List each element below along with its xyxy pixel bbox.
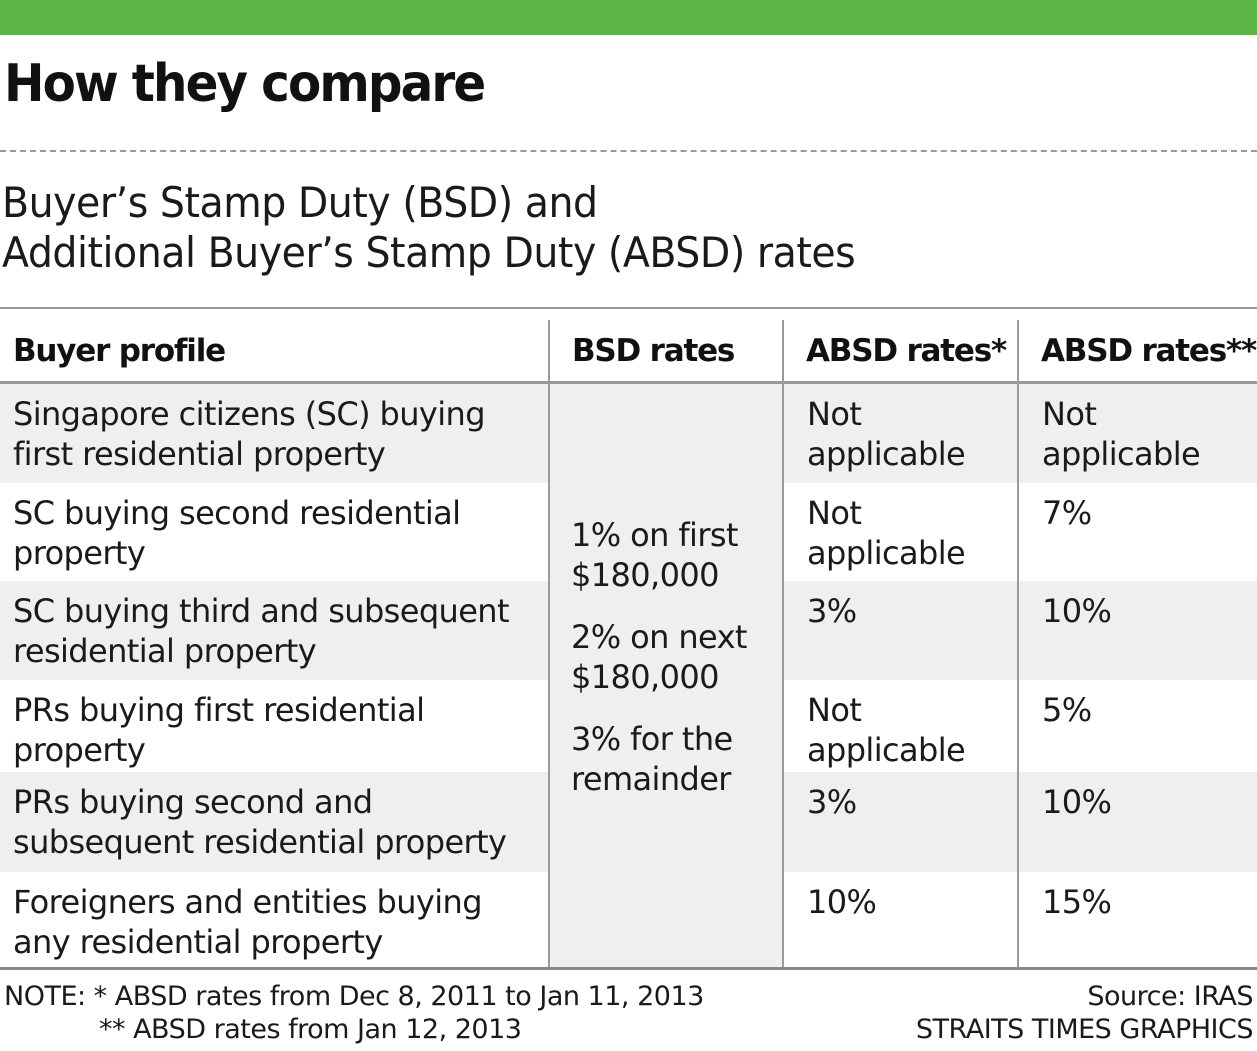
bsd-rates-cell: 1% on first $180,000 2% on next $180,000 3… <box>571 515 747 821</box>
source-label: Source: IRAS <box>1087 981 1253 1012</box>
table-bottom-rule <box>0 967 1257 970</box>
table-row: SC buying second residential property Not… <box>0 483 1257 581</box>
subtitle-line-2: Additional Buyer’s Stamp Duty (ABSD) rat… <box>2 228 856 277</box>
buyer-profile-cell: Singapore citizens (SC) buying first resi… <box>13 395 486 473</box>
column-divider <box>782 320 784 970</box>
column-divider <box>1017 320 1019 970</box>
column-header-buyer-profile: Buyer profile <box>13 333 226 369</box>
accent-bar <box>0 0 1257 35</box>
column-header-absd-rates-2011: ABSD rates* <box>806 333 1007 369</box>
table-top-rule <box>0 307 1257 309</box>
absd-2011-cell: 10% <box>807 883 877 921</box>
graphics-credit: STRAITS TIMES GRAPHICS <box>915 1014 1254 1045</box>
absd-2013-cell: 10% <box>1042 783 1112 821</box>
header-rule <box>0 381 1257 384</box>
bsd-rate-tier-1: 1% on first $180,000 <box>571 516 739 594</box>
footnote-line-1: NOTE: * ABSD rates from Dec 8, 2011 to J… <box>4 981 704 1012</box>
buyer-profile-cell: PRs buying second and subsequent resident… <box>13 783 507 861</box>
page-title: How they compare <box>4 54 486 114</box>
absd-2011-cell: Not applicable <box>807 494 966 572</box>
absd-2011-cell: Not applicable <box>807 395 966 473</box>
source-credit: Source: IRAS STRAITS TIMES GRAPHICS <box>915 980 1254 1046</box>
footnote: NOTE: * ABSD rates from Dec 8, 2011 to J… <box>4 980 704 1046</box>
table-row: Foreigners and entities buying any reside… <box>0 872 1257 969</box>
bsd-rate-tier-3: 3% for the remainder <box>571 720 733 798</box>
absd-2013-cell: 7% <box>1042 494 1092 532</box>
bsd-rates-column <box>550 384 782 969</box>
subtitle-line-1: Buyer’s Stamp Duty (BSD) and <box>2 178 598 227</box>
column-divider <box>548 320 550 970</box>
buyer-profile-cell: Foreigners and entities buying any reside… <box>13 883 483 961</box>
column-header-bsd-rates: BSD rates <box>572 333 735 369</box>
bsd-rate-tier-2: 2% on next $180,000 <box>571 618 747 696</box>
table-subtitle: Buyer’s Stamp Duty (BSD) and Additional … <box>2 178 856 278</box>
absd-2011-cell: Not applicable <box>807 691 966 769</box>
column-header-absd-rates-2013: ABSD rates** <box>1041 333 1257 369</box>
absd-2011-cell: 3% <box>807 783 857 821</box>
absd-2013-cell: Not applicable <box>1042 395 1201 473</box>
absd-2013-cell: 10% <box>1042 592 1112 630</box>
absd-2013-cell: 5% <box>1042 691 1092 729</box>
dashed-divider <box>0 150 1257 152</box>
comparison-table: Buyer profile BSD rates ABSD rates* ABSD… <box>0 320 1257 970</box>
absd-2013-cell: 15% <box>1042 883 1112 921</box>
buyer-profile-cell: SC buying third and subsequent residentia… <box>13 592 510 670</box>
footnote-line-2: ** ABSD rates from Jan 12, 2013 <box>99 1014 522 1045</box>
table-row: PRs buying first residential property Not… <box>0 680 1257 772</box>
absd-2011-cell: 3% <box>807 592 857 630</box>
buyer-profile-cell: SC buying second residential property <box>13 494 461 572</box>
buyer-profile-cell: PRs buying first residential property <box>13 691 425 769</box>
